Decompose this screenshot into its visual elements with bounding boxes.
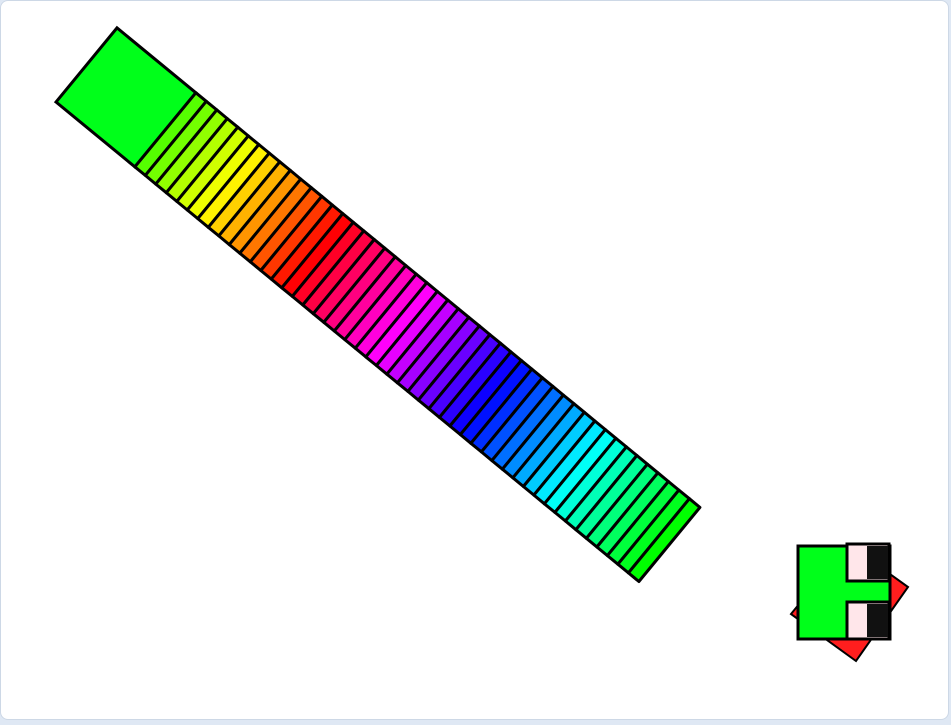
snake-body <box>133 91 702 583</box>
snake-head-icon <box>789 542 910 663</box>
snake-segment <box>626 497 702 583</box>
snake-tail <box>53 25 198 169</box>
eye-icon <box>845 542 891 583</box>
snake-tail-block <box>53 25 198 169</box>
eye-icon <box>845 600 891 641</box>
